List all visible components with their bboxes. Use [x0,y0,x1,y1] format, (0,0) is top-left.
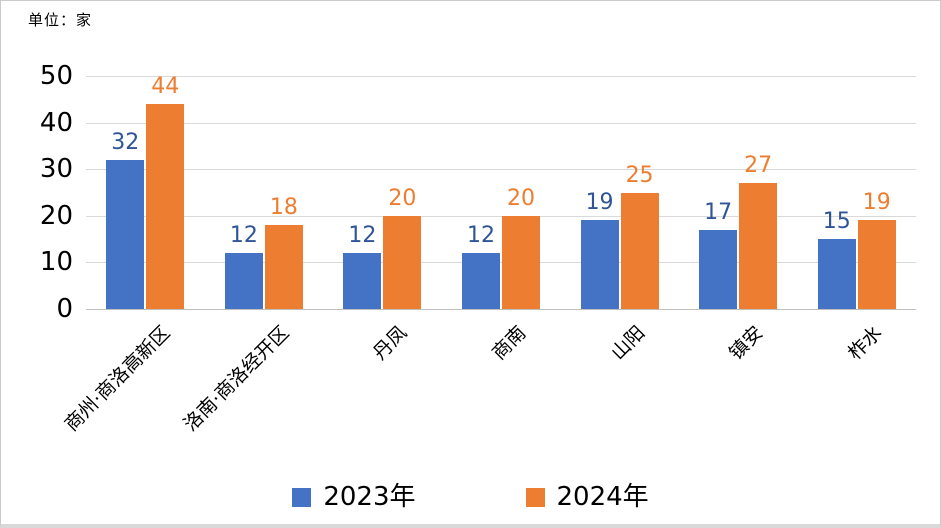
legend-item-2023年: 2023年 [292,482,416,512]
bar-2024年-丹凤 [383,215,422,309]
data-label: 19 [862,190,891,216]
legend-label: 2024年 [556,482,649,512]
gridline [86,122,916,124]
bar-2023年-商南 [462,253,500,309]
data-label: 18 [269,195,298,221]
x-category-label: 商州·商洛高新区 [60,321,175,436]
x-category-label: 商南 [487,321,531,365]
gridline [86,215,916,217]
gridline [86,309,916,310]
plot-area: 32 44 12 18 12 20 12 20 19 25 17 27 15 19 [86,73,916,310]
y-tick-label: 0 [56,294,73,324]
bar-2023年-镇安 [699,229,738,309]
x-category-label: 镇安 [725,321,768,365]
data-label: 15 [822,209,851,235]
legend-swatch-icon [292,487,312,507]
data-label: 17 [704,199,733,225]
x-category-label: 洛南·商洛经开区 [179,321,294,436]
bar-2023年-丹凤 [343,253,382,309]
gridline [86,169,916,171]
y-tick-label: 40 [39,107,73,138]
x-category-label: 柞水 [843,321,887,365]
y-tick-label: 20 [39,200,73,231]
bar-2024年-柞水 [857,220,896,309]
gridline [86,76,916,77]
bar-2023年-山阳 [580,220,619,309]
legend: 2023年 2024年 [1,482,940,512]
bar-2024年-商南 [502,215,540,309]
y-tick-label: 10 [39,247,73,278]
x-category-label: 山阳 [606,321,649,365]
bar-2023年-洛南·商洛经开区 [224,253,263,309]
data-label: 12 [229,223,258,249]
y-tick-label: 30 [39,154,73,185]
x-category-label: 丹凤 [369,321,412,365]
legend-swatch-icon [525,487,545,507]
data-label: 20 [388,185,417,211]
bar-2023年-商州·商洛高新区 [106,159,145,309]
bar-2024年-镇安 [739,183,778,309]
data-label: 19 [585,190,614,216]
data-label: 44 [151,73,180,99]
legend-item-2024年: 2024年 [525,482,649,512]
bar-2023年-柞水 [817,239,856,309]
data-label: 27 [744,153,773,179]
data-label: 20 [507,185,535,211]
data-label: 12 [348,223,377,249]
gridline [86,262,916,264]
legend-label: 2023年 [323,482,416,512]
data-label: 25 [625,162,654,188]
unit-label: 单位：家 [28,11,93,29]
bar-2024年-洛南·商洛经开区 [264,225,303,309]
data-label: 12 [467,223,495,249]
bar-2024年-山阳 [620,192,659,309]
bar-2024年-商州·商洛高新区 [146,103,185,309]
data-label: 32 [111,129,140,155]
y-tick-label: 50 [39,61,73,91]
